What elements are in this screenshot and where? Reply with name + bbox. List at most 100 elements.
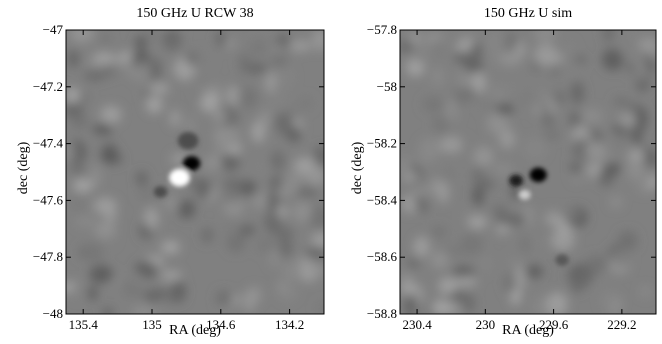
- heatmap-rcw38: 135.4 135 134.6 134.2 −47 −47.2 −47.4 −47.6 −47.…: [33, 22, 325, 332]
- noise-blob: [94, 221, 117, 240]
- noise-blob: [452, 266, 475, 280]
- noise-blob: [541, 51, 564, 66]
- noise-blob: [543, 129, 560, 140]
- noise-blob: [70, 30, 94, 43]
- noise-blob: [264, 211, 282, 234]
- noise-blob: [542, 113, 554, 127]
- noise-blob: [454, 275, 478, 287]
- x-tick-label: 134.2: [275, 317, 304, 332]
- noise-blob: [92, 52, 116, 64]
- noise-blob: [406, 58, 425, 77]
- noise-blob: [514, 265, 527, 289]
- noise-blob: [100, 32, 111, 44]
- noise-blob: [237, 87, 259, 109]
- noise-blob: [281, 262, 303, 281]
- chart-title: 150 GHz U RCW 38: [136, 6, 254, 21]
- noise-blob: [453, 52, 473, 63]
- noise-blob: [84, 240, 105, 262]
- noise-blob: [162, 30, 183, 51]
- noise-blob: [268, 248, 281, 267]
- noise-blob: [438, 277, 459, 295]
- heatmap-sim: 230.4 230 229.6 229.2 −57.8 −58 −58.2 −58.4 −58.…: [367, 22, 657, 332]
- noise-blob: [251, 121, 266, 143]
- noise-blob: [515, 87, 540, 109]
- source-blob: [153, 186, 168, 198]
- noise-blob: [617, 230, 638, 252]
- y-tick-label: −47.6: [33, 192, 64, 207]
- noise-blob: [513, 212, 525, 226]
- noise-blob: [441, 166, 456, 182]
- panel-sim: 150 GHz U sim RA (deg) dec (deg) 230.4 23…: [331, 0, 662, 344]
- noise-blob: [66, 141, 75, 163]
- noise-blob: [200, 227, 214, 244]
- y-tick-label: −57.8: [367, 22, 397, 37]
- noise-blob: [293, 202, 313, 223]
- noise-blob: [647, 174, 656, 189]
- noise-blob: [600, 291, 617, 310]
- noise-blob: [299, 96, 313, 111]
- chart-title: 150 GHz U sim: [483, 6, 573, 21]
- noise-blob: [263, 100, 282, 111]
- noise-blob: [413, 236, 430, 258]
- noise-blob: [431, 67, 445, 86]
- noise-blob: [640, 286, 651, 298]
- noise-blob: [439, 136, 463, 154]
- noise-blob: [223, 198, 244, 217]
- noise-blob: [408, 32, 422, 45]
- noise-blob: [74, 215, 96, 228]
- source-features: [509, 167, 569, 266]
- y-tick-label: −47.8: [33, 249, 63, 264]
- noise-blob: [625, 61, 638, 74]
- noise-blob: [613, 96, 629, 107]
- noise-blob: [191, 176, 202, 192]
- noise-blob: [161, 270, 182, 281]
- noise-blob: [71, 283, 87, 300]
- noise-blob: [92, 123, 113, 137]
- noise-blob: [71, 115, 89, 129]
- y-tick-label: −58.2: [367, 136, 397, 151]
- noise-blob: [220, 152, 240, 172]
- noise-blob: [267, 190, 279, 214]
- noise-blob: [602, 161, 621, 175]
- noise-blob: [457, 70, 474, 90]
- noise-blob: [101, 307, 114, 314]
- noise-blob: [487, 84, 510, 97]
- noise-blob: [431, 37, 444, 59]
- plot-frame: [65, 29, 325, 315]
- noise-blob: [492, 205, 508, 217]
- noise-blob: [240, 193, 255, 206]
- x-tick-label: 134.6: [206, 317, 236, 332]
- noise-blob: [103, 66, 117, 77]
- noise-blob: [178, 199, 196, 219]
- noise-blob: [169, 109, 181, 127]
- noise-blob: [422, 96, 445, 113]
- noise-blob: [430, 179, 446, 195]
- x-tick-label: 230: [476, 317, 496, 332]
- noise-blob: [519, 235, 531, 255]
- noise-blob: [569, 111, 582, 129]
- noise-blob: [612, 250, 631, 268]
- noise-blob: [631, 68, 651, 79]
- noise-blob: [400, 280, 417, 296]
- noise-blob: [312, 30, 324, 52]
- noise-blob: [274, 226, 295, 240]
- noise-blob: [149, 82, 169, 95]
- noise-blob: [411, 42, 432, 63]
- noise-blob: [449, 299, 462, 314]
- x-axis-label: RA (deg): [502, 323, 554, 338]
- noise-blob: [585, 140, 606, 160]
- noise-blob: [487, 111, 509, 135]
- noise-blob: [146, 95, 163, 114]
- noise-blob: [626, 30, 637, 41]
- noise-blob: [576, 265, 592, 289]
- noise-blob: [485, 30, 509, 55]
- noise-blob: [476, 255, 492, 272]
- noise-blob: [93, 197, 118, 215]
- noise-blob: [418, 137, 442, 161]
- noise-blob: [254, 159, 269, 176]
- y-tick-label: −58.4: [367, 192, 398, 207]
- noise-blob: [278, 283, 297, 301]
- noise-blob: [67, 50, 80, 68]
- plot-frame: [399, 29, 657, 315]
- noise-blob: [288, 40, 312, 52]
